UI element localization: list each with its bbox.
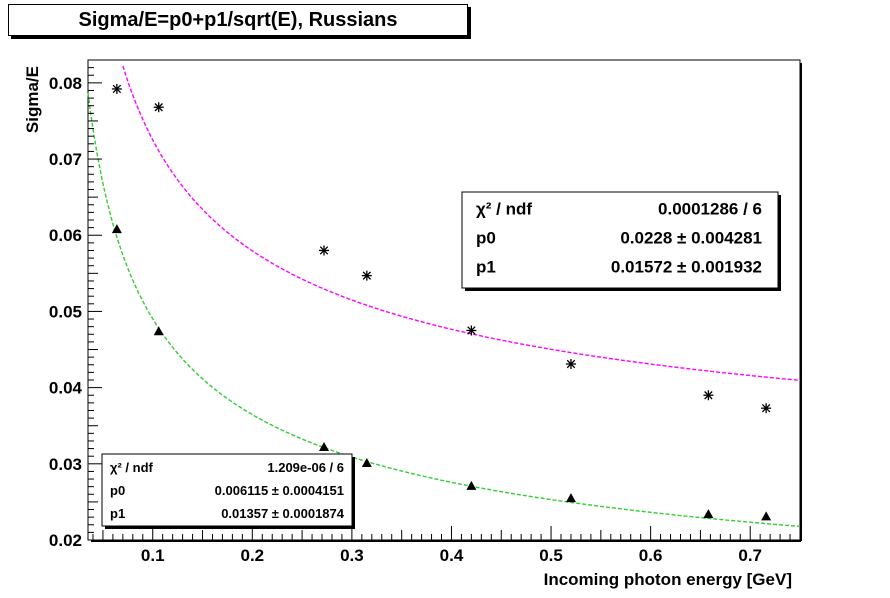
- stats-value: 0.006115 ± 0.0004151: [215, 483, 344, 498]
- chart-title: Sigma/E=p0+p1/sqrt(E), Russians: [8, 4, 468, 36]
- stats-value: 0.0001286 / 6: [658, 200, 762, 219]
- star-marker: [153, 102, 164, 113]
- y-tick-label: 0.06: [49, 226, 82, 245]
- x-tick-label: 0.1: [141, 546, 165, 565]
- stats-label: χ² / ndf: [476, 200, 532, 219]
- star-marker: [319, 245, 330, 256]
- triangle-marker: [703, 509, 714, 519]
- fit-curve-1: [122, 65, 801, 382]
- stats-label: p0: [476, 229, 496, 248]
- triangle-marker: [466, 480, 477, 490]
- x-tick-label: 0.4: [440, 546, 464, 565]
- y-tick-label: 0.05: [49, 302, 82, 321]
- x-tick-label: 0.3: [340, 546, 364, 565]
- x-tick-label: 0.7: [738, 546, 762, 565]
- stats-label: p0: [110, 483, 125, 498]
- star-marker: [361, 270, 372, 281]
- axes: 0.1 0.2 0.3 0.4 0.5 0.6 0.7 0.02 0.03 0.04 0.05 0.0…: [23, 59, 801, 589]
- data-markers: [111, 83, 772, 521]
- stats-box-2: χ² / ndf 1.209e-06 / 6 p0 0.006115 ± 0.0004…: [101, 453, 355, 529]
- stats-boxes: χ² / ndf 0.0001286 / 6 p0 0.0228 ± 0.004281…: [101, 191, 781, 529]
- y-tick-label: 0.03: [49, 455, 82, 474]
- triangle-marker: [761, 511, 772, 521]
- star-marker: [466, 325, 477, 336]
- stats-label: χ² / ndf: [110, 460, 154, 475]
- star-marker: [111, 83, 122, 94]
- star-marker: [703, 390, 714, 401]
- x-tick-label: 0.5: [539, 546, 563, 565]
- y-tick-label: 0.07: [49, 150, 82, 169]
- stats-label: p1: [476, 258, 496, 277]
- fit-curve-2: [87, 93, 801, 528]
- triangle-marker: [153, 326, 164, 336]
- triangle-marker: [565, 493, 576, 503]
- triangle-marker: [319, 442, 330, 452]
- stats-box-frame: [101, 453, 353, 527]
- stats-value: 0.01357 ± 0.0001874: [221, 506, 345, 521]
- stats-box-frame: [461, 191, 779, 289]
- stats-label: p1: [110, 506, 125, 521]
- y-axis-label: Sigma/E: [23, 66, 42, 133]
- star-marker: [565, 359, 576, 369]
- triangle-marker: [111, 224, 122, 234]
- stats-value: 0.0228 ± 0.004281: [620, 229, 762, 248]
- triangle-marker: [361, 458, 372, 468]
- stats-value: 1.209e-06 / 6: [267, 460, 344, 475]
- x-axis-label: Incoming photon energy [GeV]: [544, 570, 792, 589]
- stats-box-1: χ² / ndf 0.0001286 / 6 p0 0.0228 ± 0.004281…: [461, 191, 781, 291]
- star-marker: [761, 403, 772, 414]
- y-tick-label: 0.04: [49, 379, 83, 398]
- fit-curves: [87, 65, 801, 528]
- y-tick-label: 0.02: [49, 531, 82, 550]
- stats-value: 0.01572 ± 0.001932: [611, 258, 762, 277]
- x-tick-label: 0.2: [240, 546, 264, 565]
- y-tick-label: 0.08: [49, 74, 82, 93]
- x-tick-label: 0.6: [639, 546, 663, 565]
